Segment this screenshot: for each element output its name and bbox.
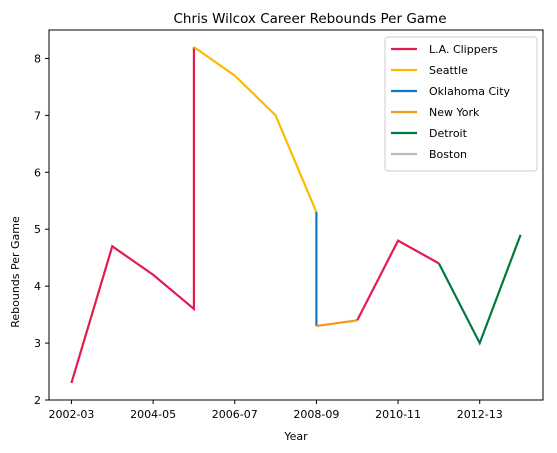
y-tick-label: 7 (34, 109, 41, 122)
x-tick-label: 2008-09 (293, 408, 339, 421)
x-axis-label: Year (283, 430, 308, 443)
x-tick-label: 2004-05 (130, 408, 176, 421)
y-tick-label: 2 (34, 394, 41, 407)
legend: L.A. Clippers Seattle Oklahoma City New Yor… (384, 36, 538, 172)
y-tick-label: 6 (34, 166, 41, 179)
legend-entry: Oklahoma City (429, 85, 511, 98)
y-tick-label: 8 (34, 52, 41, 65)
y-axis-label: Rebounds Per Game (9, 216, 22, 328)
x-tick-label: 2002-03 (48, 408, 94, 421)
plot-frame (48, 29, 544, 401)
series-line-0 (70, 47, 196, 384)
y-tick-label: 4 (34, 280, 41, 293)
legend-entry: Seattle (429, 64, 468, 77)
series-line-3 (316, 319, 358, 328)
legend-box (384, 36, 538, 172)
x-tick-label: 2012-13 (457, 408, 503, 421)
x-tick-label: 2006-07 (212, 408, 258, 421)
legend-entry: L.A. Clippers (429, 43, 498, 56)
series-line-4 (356, 239, 440, 321)
x-tick-label: 2010-11 (375, 408, 421, 421)
chart-title: Chris Wilcox Career Rebounds Per Game (173, 11, 446, 27)
legend-entry: Detroit (429, 127, 468, 140)
legend-entry: Boston (429, 148, 467, 161)
plot-area (70, 46, 522, 384)
legend-entry: New York (429, 106, 480, 119)
series-line-5 (437, 234, 522, 346)
y-tick-label: 5 (34, 223, 41, 236)
y-tick-label: 3 (34, 337, 41, 350)
axes: 2002-03 2004-05 2006-07 2008-09 2010-11 2012-… (34, 29, 544, 421)
series-line-1 (193, 46, 318, 213)
